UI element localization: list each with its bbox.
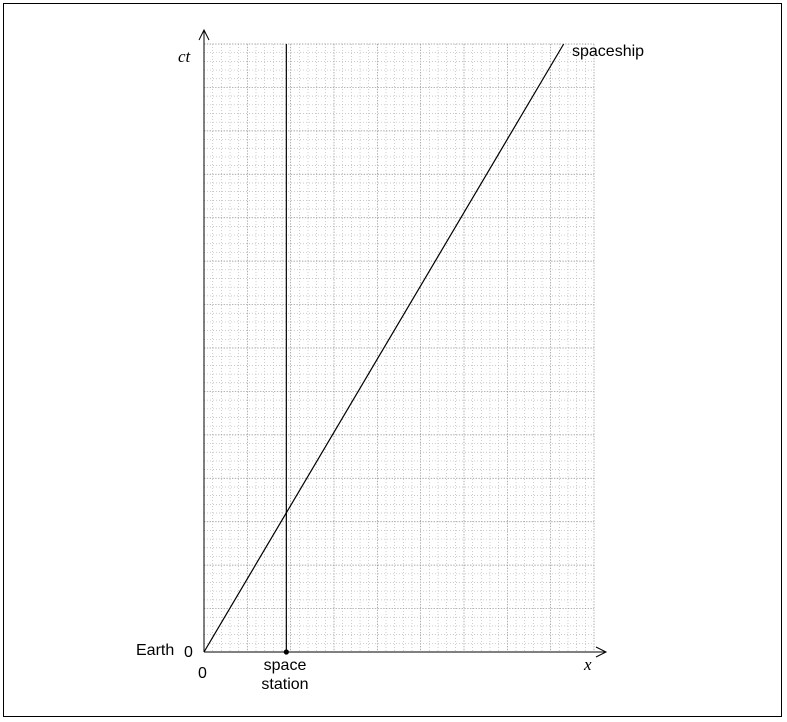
space-station-point bbox=[283, 649, 289, 655]
diagram-frame bbox=[3, 3, 782, 717]
space-station-label-line2: station bbox=[261, 676, 308, 693]
x-axis-label: x bbox=[583, 655, 592, 674]
grid bbox=[204, 43, 595, 652]
ct-axis-label: ct bbox=[178, 47, 192, 66]
spaceship-worldline bbox=[203, 43, 565, 653]
space-station-label-line1: space bbox=[264, 657, 307, 674]
origin-x-tick: 0 bbox=[198, 665, 207, 682]
origin-y-tick: 0 bbox=[184, 644, 193, 661]
spaceship-label: spaceship bbox=[572, 43, 644, 60]
x-axis-arrow bbox=[595, 646, 608, 658]
earth-label: Earth bbox=[136, 642, 174, 659]
ct-axis-arrow bbox=[198, 28, 210, 41]
